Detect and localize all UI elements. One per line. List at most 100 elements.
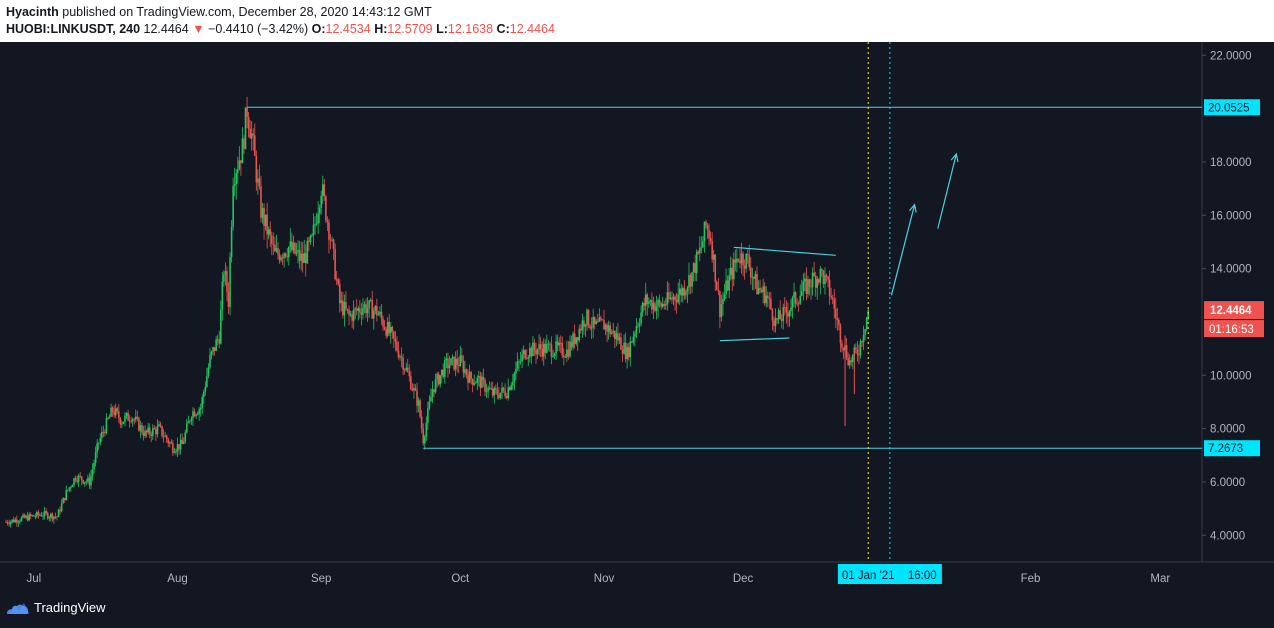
candle bbox=[175, 448, 177, 456]
price-change: −0.4410 (−3.42%) bbox=[208, 22, 309, 36]
candle-body bbox=[481, 376, 483, 388]
candle-body bbox=[808, 279, 811, 287]
low-label: L: bbox=[436, 22, 448, 36]
candle bbox=[456, 350, 459, 373]
candle-body bbox=[836, 318, 839, 321]
candle bbox=[862, 325, 865, 350]
candle bbox=[654, 301, 656, 313]
candle-body bbox=[433, 389, 435, 393]
candle-body bbox=[190, 418, 193, 422]
candle-body bbox=[677, 294, 679, 303]
candle-body bbox=[770, 298, 772, 309]
candle bbox=[190, 416, 193, 426]
candle-body bbox=[461, 355, 463, 361]
candle-body bbox=[90, 475, 92, 486]
candle-body bbox=[669, 297, 672, 299]
candle bbox=[314, 216, 316, 235]
candle bbox=[195, 413, 197, 419]
candle bbox=[699, 236, 701, 262]
candle bbox=[762, 278, 764, 304]
candle bbox=[73, 477, 75, 488]
candle-body bbox=[493, 388, 496, 396]
candle bbox=[253, 123, 256, 156]
candle bbox=[22, 513, 24, 519]
candle bbox=[260, 175, 262, 223]
candle bbox=[139, 420, 142, 438]
candle bbox=[325, 194, 327, 224]
tradingview-logo[interactable]: TradingView bbox=[6, 600, 106, 615]
candle-body bbox=[59, 509, 61, 512]
candle-body bbox=[172, 443, 174, 453]
candle bbox=[655, 295, 658, 320]
candle bbox=[165, 434, 168, 443]
candle-body bbox=[34, 516, 37, 518]
candle-body bbox=[218, 339, 221, 344]
candle bbox=[800, 279, 803, 296]
candle-body bbox=[691, 272, 693, 287]
candle bbox=[340, 291, 343, 312]
candle bbox=[544, 339, 547, 360]
candle-body bbox=[416, 390, 418, 406]
candle-body bbox=[155, 429, 157, 435]
x-axis: Jul Aug Sep Oct Nov Dec Feb Mar bbox=[26, 573, 1170, 585]
candle-body bbox=[731, 267, 734, 280]
candle-body bbox=[74, 478, 77, 481]
candle bbox=[600, 315, 602, 322]
candle bbox=[760, 287, 763, 294]
candle-body bbox=[359, 308, 361, 313]
candle-body bbox=[235, 173, 238, 184]
candle-body bbox=[300, 253, 302, 261]
candle-body bbox=[583, 320, 585, 327]
candle bbox=[851, 354, 854, 369]
candle bbox=[36, 510, 38, 519]
candle bbox=[159, 421, 162, 428]
candle bbox=[564, 354, 567, 359]
candle-body bbox=[746, 253, 749, 256]
candle bbox=[247, 112, 250, 138]
candle bbox=[855, 343, 857, 354]
candle-body bbox=[212, 347, 214, 352]
candle bbox=[113, 405, 115, 418]
symbol-label[interactable]: HUOBI:LINKUSDT, 240 bbox=[6, 22, 141, 36]
last-price: 12.4464 bbox=[143, 22, 189, 36]
candle bbox=[468, 364, 471, 384]
candle-body bbox=[141, 425, 143, 433]
candle bbox=[346, 308, 349, 314]
candle-body bbox=[714, 254, 717, 282]
candle bbox=[77, 473, 80, 488]
level-price-tag bbox=[1204, 440, 1260, 457]
candle bbox=[59, 506, 61, 515]
candle-body bbox=[748, 255, 751, 268]
candle bbox=[287, 246, 290, 266]
price-chart[interactable]: 22.0000 18.0000 16.0000 14.0000 10.0000 8.000… bbox=[0, 42, 1274, 590]
candle bbox=[550, 336, 553, 365]
candle-body bbox=[535, 349, 537, 355]
candle-body bbox=[71, 485, 74, 488]
candle-body bbox=[413, 388, 415, 391]
candle bbox=[277, 242, 279, 260]
candle-body bbox=[292, 242, 295, 251]
candle bbox=[580, 324, 582, 334]
candle-body bbox=[215, 339, 217, 351]
candle-body bbox=[337, 279, 340, 284]
candle bbox=[644, 282, 647, 316]
candle bbox=[414, 384, 417, 392]
candle bbox=[606, 322, 608, 342]
candle-body bbox=[783, 307, 786, 308]
candle-body bbox=[128, 420, 131, 422]
candle bbox=[504, 383, 506, 399]
author-name[interactable]: Hyacinth bbox=[6, 5, 59, 19]
candle bbox=[745, 253, 747, 273]
candle bbox=[54, 512, 57, 520]
candle-body bbox=[437, 373, 440, 385]
candle bbox=[768, 292, 771, 310]
candle-body bbox=[386, 321, 389, 336]
candle bbox=[536, 348, 539, 360]
candle-body bbox=[576, 337, 579, 341]
candle bbox=[391, 325, 394, 339]
candle-body bbox=[634, 333, 636, 337]
candle-body bbox=[80, 476, 83, 481]
candle-body bbox=[297, 249, 299, 252]
candle bbox=[595, 319, 598, 325]
candle bbox=[753, 276, 755, 291]
